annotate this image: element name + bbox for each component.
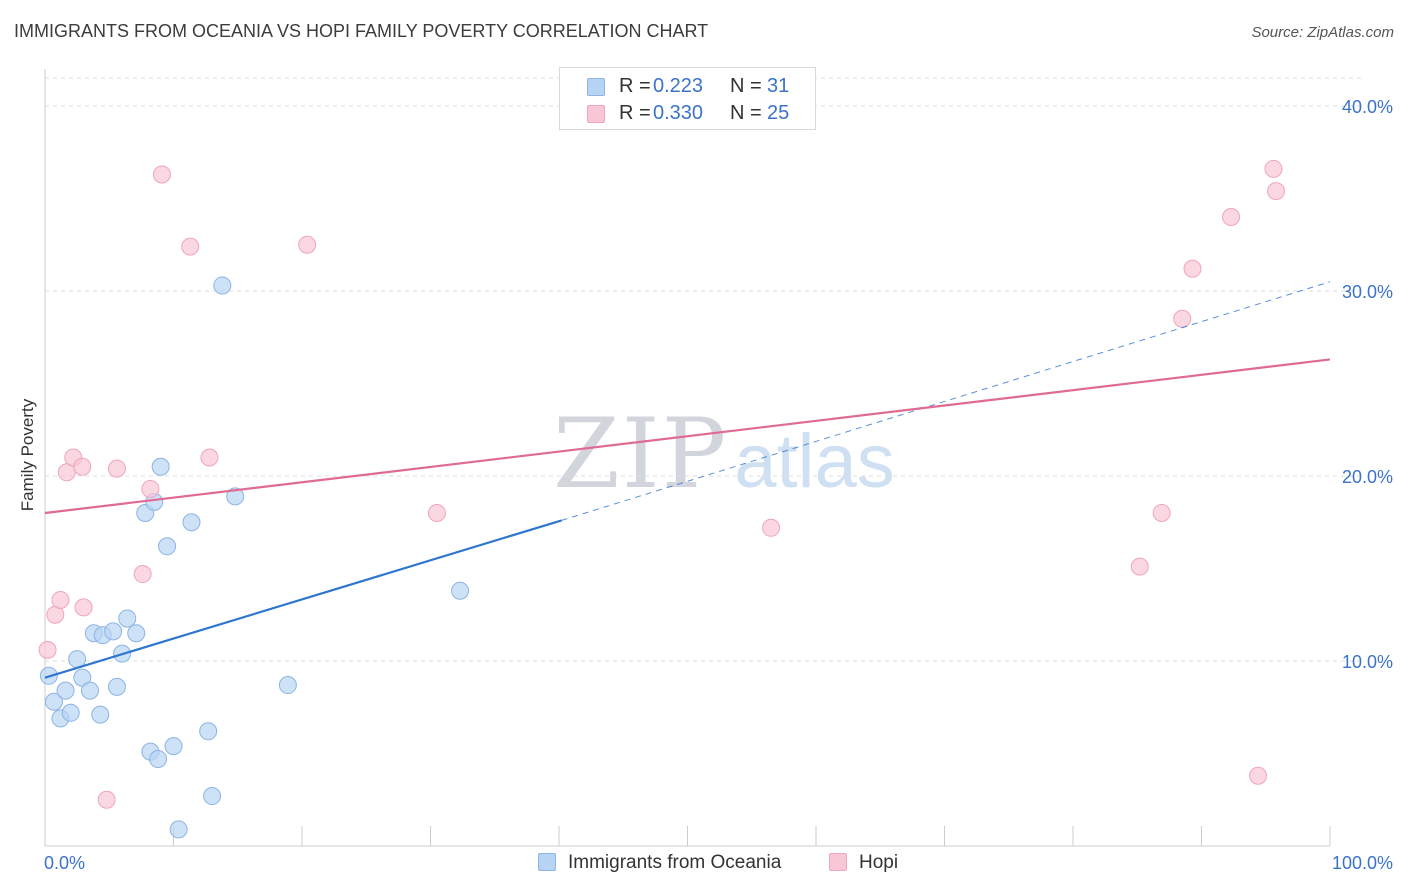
oceania-point bbox=[451, 581, 470, 600]
oceania-point bbox=[278, 676, 297, 695]
legend-label-oceania: Immigrants from Oceania bbox=[568, 852, 782, 873]
oceania-point bbox=[127, 624, 146, 643]
y-tick-label: 40.0% bbox=[1342, 97, 1393, 117]
hopi-point bbox=[1267, 182, 1286, 201]
y-tick-label: 10.0% bbox=[1342, 652, 1393, 672]
n-value: 25 bbox=[767, 102, 790, 124]
oceania-point bbox=[44, 692, 63, 711]
x-tick-label: 100.0% bbox=[1332, 853, 1393, 873]
hopi-point bbox=[97, 790, 116, 809]
x-tick-label: 0.0% bbox=[44, 853, 85, 873]
hopi-point bbox=[298, 235, 317, 254]
hopi-point bbox=[1173, 309, 1192, 328]
legend-swatch-hopi bbox=[829, 853, 847, 871]
oceania-point bbox=[149, 750, 168, 769]
oceania-trend-line bbox=[44, 519, 562, 679]
legend-item-oceania: Immigrants from Oceania bbox=[538, 852, 781, 874]
oceania-point bbox=[226, 487, 245, 506]
oceania-point bbox=[164, 737, 183, 756]
source-credit: Source: ZipAtlas.com bbox=[1251, 24, 1394, 41]
oceania-point bbox=[107, 677, 126, 696]
hopi-point bbox=[1130, 557, 1149, 576]
r-value: 0.330 bbox=[653, 102, 704, 124]
hopi-point bbox=[51, 590, 70, 609]
hopi-point bbox=[152, 165, 171, 184]
hopi-point bbox=[1183, 259, 1202, 278]
oceania-point bbox=[151, 457, 170, 476]
hopi-point bbox=[1152, 504, 1171, 522]
hopi-point bbox=[1249, 766, 1268, 785]
oceania-point bbox=[118, 609, 137, 628]
oceania-point bbox=[169, 820, 188, 839]
hopi-point bbox=[38, 640, 57, 659]
legend-swatch-oceania bbox=[538, 853, 556, 871]
hopi-point bbox=[762, 518, 781, 537]
oceania-point bbox=[80, 681, 99, 700]
oceania-point bbox=[199, 722, 218, 741]
oceania-point bbox=[203, 787, 222, 806]
chart-title: IMMIGRANTS FROM OCEANIA VS HOPI FAMILY P… bbox=[14, 21, 709, 41]
hopi-point bbox=[133, 565, 152, 584]
hopi-point bbox=[74, 598, 93, 617]
r-label: R = bbox=[619, 102, 651, 124]
n-label: N = bbox=[730, 102, 762, 124]
oceania-point bbox=[61, 703, 80, 722]
y-tick-label: 20.0% bbox=[1342, 467, 1393, 487]
legend-swatch-hopi bbox=[587, 105, 605, 123]
oceania-trend-extension bbox=[561, 281, 1331, 521]
hopi-trend-line bbox=[44, 358, 1331, 515]
oceania-point bbox=[213, 276, 232, 295]
oceania-point bbox=[91, 705, 110, 724]
hopi-point bbox=[427, 504, 446, 522]
hopi-point bbox=[1222, 208, 1241, 226]
hopi-point bbox=[107, 459, 126, 478]
y-tick-label: 30.0% bbox=[1342, 282, 1393, 302]
oceania-point bbox=[56, 681, 75, 700]
legend-label-hopi: Hopi bbox=[859, 852, 899, 873]
hopi-point bbox=[1264, 159, 1283, 178]
correlation-legend: R = 0.223 N = 31 R = 0.330 N = 25 bbox=[559, 67, 816, 130]
y-axis-label: Family Poverty bbox=[18, 398, 37, 512]
hopi-point bbox=[141, 479, 160, 498]
oceania-point bbox=[158, 537, 177, 556]
r-label: R = bbox=[619, 75, 651, 97]
legend-swatch-oceania bbox=[587, 78, 605, 96]
n-value: 31 bbox=[767, 75, 790, 97]
oceania-point bbox=[104, 622, 123, 641]
hopi-point bbox=[200, 448, 219, 467]
hopi-point bbox=[181, 237, 200, 256]
hopi-point bbox=[73, 457, 92, 476]
oceania-point bbox=[182, 513, 201, 532]
n-label: N = bbox=[730, 75, 762, 97]
r-value: 0.223 bbox=[653, 75, 704, 97]
legend-item-hopi: Hopi bbox=[829, 852, 898, 874]
